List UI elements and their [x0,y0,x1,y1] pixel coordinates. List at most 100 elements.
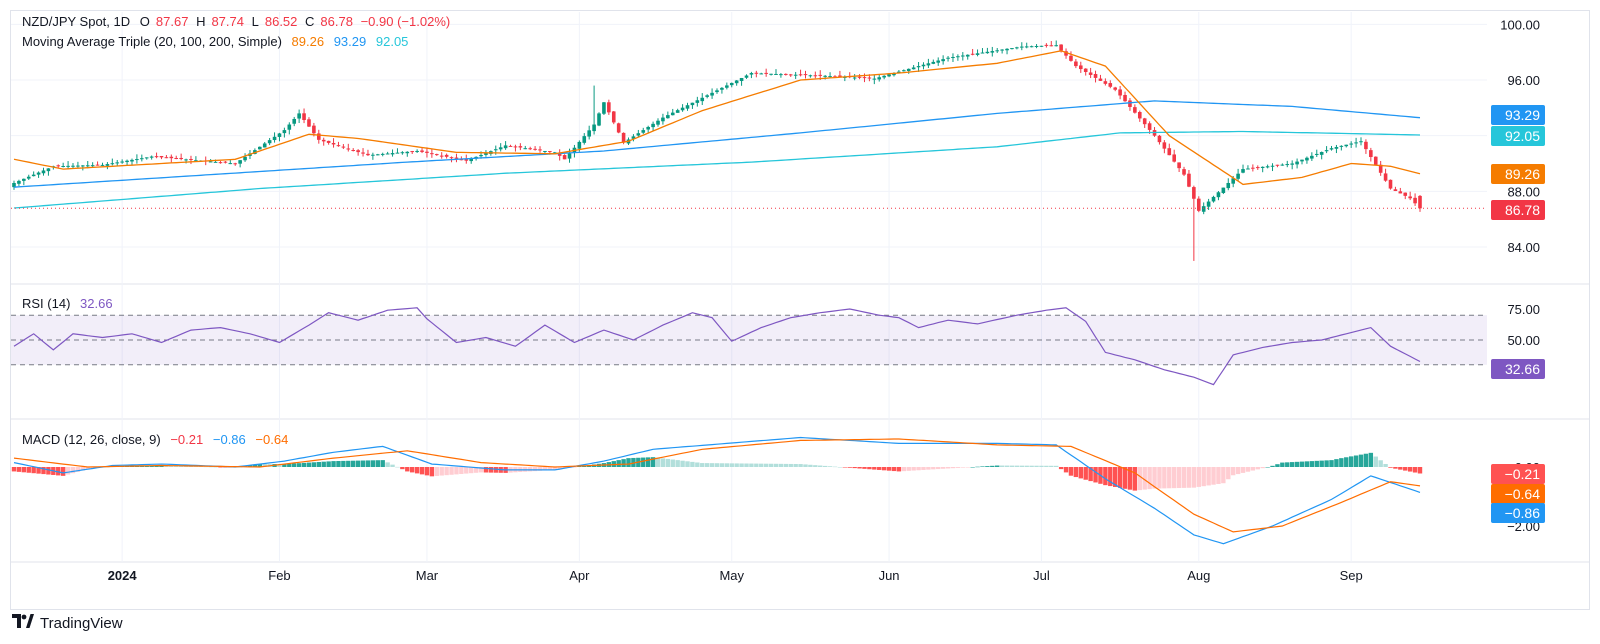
candle-body [769,73,773,75]
candle-body [36,172,41,175]
histogram-bar [695,462,700,467]
candle-body [1059,44,1063,51]
histogram-bar [1393,467,1398,469]
candle-up [911,64,916,70]
candle-up [1344,144,1349,148]
candle-down [1093,70,1098,83]
candle-body [611,111,616,123]
candle-up [700,93,705,106]
histogram-bar [1235,467,1241,475]
candle-down [538,146,542,153]
candle-body [764,72,768,74]
candle-up [380,152,385,157]
histogram-bar [1221,467,1226,484]
histogram-bar [1147,467,1152,490]
histogram-bar [277,464,282,467]
histogram-bar [1250,467,1256,471]
macd-title[interactable]: MACD (12, 26, close, 9) [22,432,161,447]
candle-up [921,62,926,70]
histogram-bar [700,463,705,467]
candle-body [90,165,95,167]
candle-up [1285,160,1290,168]
open-value: 87.67 [155,14,189,29]
histogram-bar [449,467,454,475]
candle-body [995,50,1000,52]
candle-down [528,146,532,151]
candle-body [1280,164,1285,166]
histogram-bar [1403,467,1408,471]
histogram-bar [931,467,936,470]
histogram-bar [1014,465,1020,467]
candle-body [621,132,626,143]
histogram-bar [1063,467,1069,473]
histogram-bar [1407,467,1413,472]
candle-body [1255,167,1260,169]
candle-body [464,159,469,161]
candle-body [902,70,906,72]
candle-body [120,161,124,163]
candle-body [1010,48,1014,50]
candle-up [115,159,120,166]
candle-body [715,90,719,93]
candle-up [1319,151,1324,160]
candle-body [887,74,891,77]
histogram-bar [1058,467,1064,470]
candle-up [1295,158,1299,169]
candle-body [17,180,21,184]
candle-down [189,155,193,165]
open-label: O [139,14,150,29]
macd-signal-value: −0.64 [255,432,289,447]
candle-body [115,162,120,164]
histogram-bar [1196,467,1201,487]
badge-bg [1491,164,1545,184]
candle-up [1290,160,1294,170]
candle-body [1128,100,1132,107]
candle-down [1123,91,1127,102]
histogram-bar [950,467,956,469]
histogram-bar [857,467,862,469]
ma-title[interactable]: Moving Average Triple (20, 100, 200, Sim… [22,34,282,49]
candles [12,40,1422,261]
histogram-bar [26,467,31,473]
histogram-bar [360,460,366,467]
candle-up [120,159,124,164]
candle-up [769,73,773,76]
badge-bg [1491,126,1545,146]
candle-body [277,133,282,137]
candle-up [385,151,390,155]
candle-up [61,162,65,168]
candle-up [906,68,911,74]
histogram-bar [645,457,651,467]
histogram-bar [395,466,400,468]
candle-body [179,157,183,159]
candle-body [597,113,601,126]
candle-body [1024,46,1029,48]
histogram-bar [744,463,749,467]
candle-up [125,159,129,166]
candle-up [808,74,813,78]
candle-body [395,152,400,154]
histogram-bar [901,467,907,472]
candle-body [1251,167,1255,169]
histogram-bar [1383,463,1388,467]
histogram-bar [788,463,793,467]
badge-ma100: 93.29 [1491,105,1545,125]
candle-body [872,78,877,80]
candle-up [926,58,931,69]
rsi-title[interactable]: RSI (14) [22,296,71,311]
candle-body [326,140,331,143]
candle-down [1378,160,1383,176]
histogram-bar [1024,465,1029,467]
candle-up [1221,187,1226,195]
histogram-bar [424,467,430,476]
histogram-bar [46,467,51,475]
tradingview-logo[interactable]: TradingView [12,614,123,632]
symbol-title[interactable]: NZD/JPY Spot, 1D [22,14,131,29]
x-tick-label: Sep [1340,568,1363,583]
histogram-bar [970,467,975,468]
candle-up [105,162,110,170]
candle-body [582,136,587,143]
candle-body [425,151,429,153]
candle-body [1029,46,1034,48]
